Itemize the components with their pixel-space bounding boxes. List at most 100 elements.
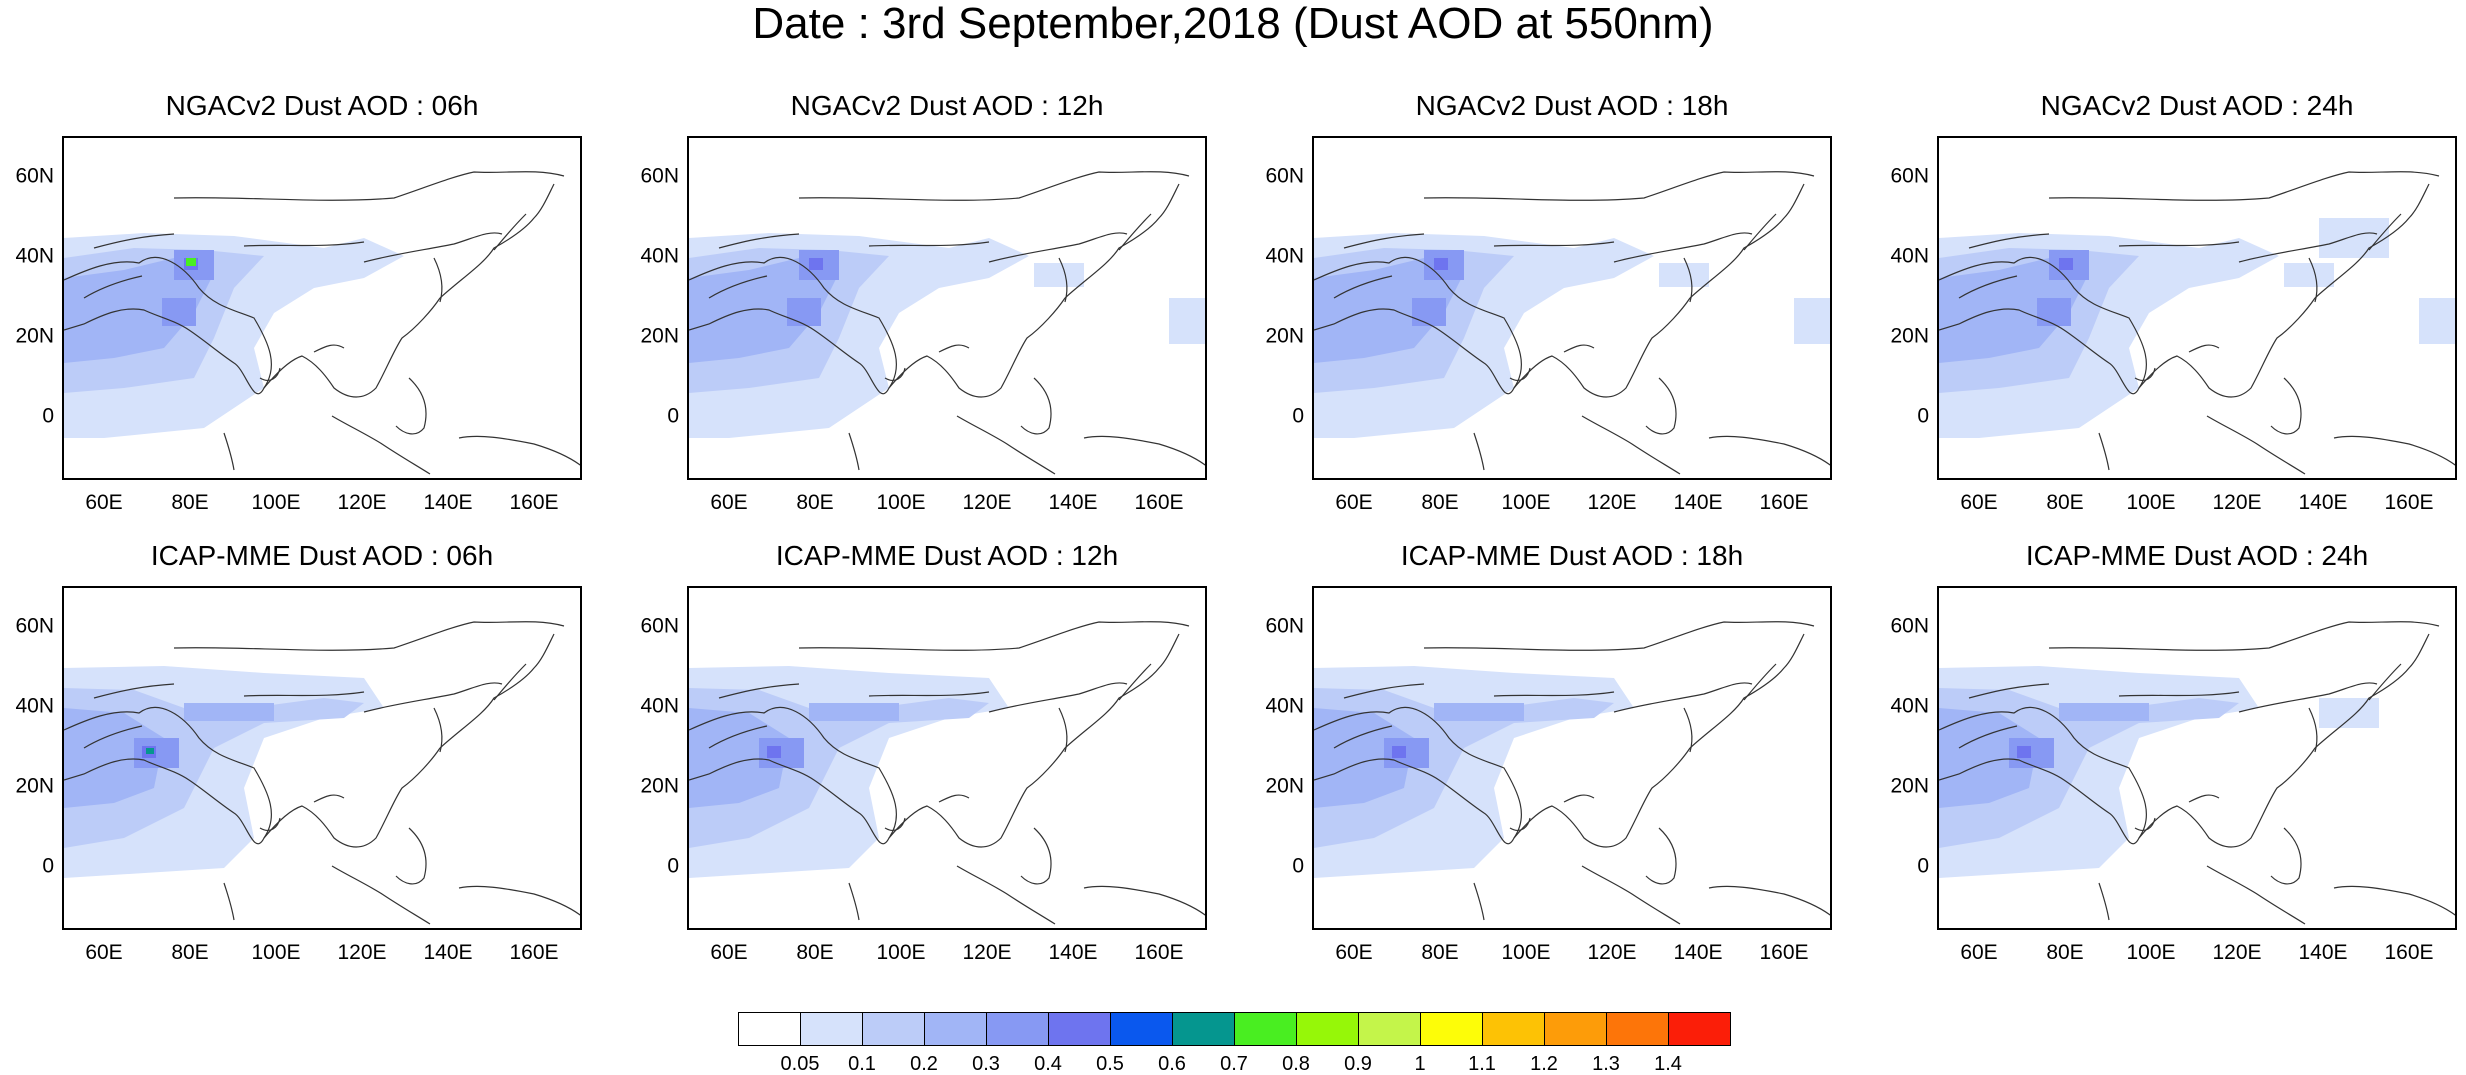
panel-title: NGACv2 Dust AOD : 18h <box>1415 90 1729 121</box>
colorbar-label: 0.2 <box>910 1053 938 1075</box>
lon-tick-label: 80E <box>1421 941 1459 964</box>
lon-tick-label: 60E <box>710 941 748 964</box>
dust-aod-map <box>687 136 1207 480</box>
lat-tick-label: 20N <box>15 774 54 798</box>
map-canvas <box>689 171 1205 475</box>
lat-tick-label: 20N <box>1265 774 1304 798</box>
lat-tick-label: 20N <box>15 324 54 348</box>
lon-tick-label: 60E <box>710 491 748 514</box>
lon-tick-label: 120E <box>962 941 1012 964</box>
colorbar-label: 0.4 <box>1034 1053 1062 1075</box>
coastlines <box>64 171 580 475</box>
coastlines <box>1314 621 1830 925</box>
colorbar-label: 0.5 <box>1096 1053 1124 1075</box>
lon-tick-label: 140E <box>2298 491 2348 514</box>
colorbar-label: 1.2 <box>1530 1053 1558 1075</box>
lat-tick-label: 40N <box>15 694 54 718</box>
lon-tick-label: 160E <box>1134 491 1184 514</box>
lat-tick-label: 0 <box>1917 854 1929 878</box>
coastlines <box>689 171 1205 475</box>
lon-tick-label: 120E <box>2212 941 2262 964</box>
dust-aod-map <box>62 586 582 930</box>
colorbar-swatch <box>1606 1012 1669 1046</box>
lon-tick-label: 100E <box>251 941 301 964</box>
lon-tick-label: 160E <box>2384 491 2434 514</box>
colorbar-label: 1.1 <box>1468 1053 1496 1075</box>
panel-title: NGACv2 Dust AOD : 12h <box>790 90 1104 121</box>
map-canvas <box>64 621 580 925</box>
map-canvas <box>1939 171 2455 475</box>
aod-field <box>1314 666 1634 878</box>
lon-tick-label: 60E <box>1960 491 1998 514</box>
dust-aod-map <box>1937 136 2457 480</box>
aod-field <box>1939 218 2455 438</box>
lat-tick-label: 0 <box>42 854 54 878</box>
colorbar-label: 0.7 <box>1220 1053 1248 1075</box>
colorbar-label: 0.9 <box>1344 1053 1372 1075</box>
lat-tick-label: 60N <box>640 614 679 638</box>
panel-title: ICAP-MME Dust AOD : 06h <box>150 540 494 571</box>
lon-tick-label: 60E <box>85 491 123 514</box>
lon-tick-label: 120E <box>337 941 387 964</box>
dust-aod-map <box>687 586 1207 930</box>
lat-tick-label: 20N <box>1265 324 1304 348</box>
aod-field <box>689 233 1205 438</box>
lat-tick-label: 40N <box>640 244 679 268</box>
colorbar-label: 0.05 <box>780 1053 820 1075</box>
colorbar-label: 1.4 <box>1654 1053 1682 1075</box>
dust-aod-map <box>62 136 582 480</box>
lon-tick-label: 120E <box>337 491 387 514</box>
map-canvas <box>64 171 580 475</box>
coastlines <box>1939 171 2455 475</box>
lon-tick-label: 160E <box>1759 491 1809 514</box>
colorbar-label: 0.1 <box>848 1053 876 1075</box>
dust-aod-map <box>1312 586 1832 930</box>
coastlines <box>689 621 1205 925</box>
lat-tick-label: 40N <box>1265 694 1304 718</box>
colorbar-label: 1.3 <box>1592 1053 1620 1075</box>
coastlines <box>64 621 580 925</box>
lon-tick-label: 80E <box>2046 941 2084 964</box>
figure-title: Date : 3rd September,2018 (Dust AOD at 5… <box>752 0 1714 48</box>
lat-tick-label: 60N <box>15 614 54 638</box>
lon-tick-label: 160E <box>1759 941 1809 964</box>
lat-tick-label: 40N <box>1265 244 1304 268</box>
lon-tick-label: 140E <box>2298 941 2348 964</box>
lon-tick-label: 140E <box>1673 941 1723 964</box>
lon-tick-label: 60E <box>1335 941 1373 964</box>
colorbar-label: 0.6 <box>1158 1053 1186 1075</box>
lon-tick-label: 100E <box>1501 941 1551 964</box>
colorbar-swatch <box>1482 1012 1545 1046</box>
colorbar-swatch <box>738 1012 801 1046</box>
lon-tick-label: 120E <box>1587 491 1637 514</box>
aod-field <box>1314 233 1830 438</box>
lat-tick-label: 20N <box>1890 774 1929 798</box>
lat-tick-label: 0 <box>1292 854 1304 878</box>
lon-tick-label: 100E <box>2126 941 2176 964</box>
lon-tick-label: 120E <box>1587 941 1637 964</box>
panel-title: ICAP-MME Dust AOD : 24h <box>2025 540 2369 571</box>
dust-aod-map <box>1937 586 2457 930</box>
lat-tick-label: 60N <box>1890 164 1929 188</box>
lat-tick-label: 60N <box>640 164 679 188</box>
lon-tick-label: 100E <box>876 941 926 964</box>
lon-tick-label: 60E <box>1960 941 1998 964</box>
aod-field <box>689 666 1009 878</box>
lon-tick-label: 100E <box>251 491 301 514</box>
lat-tick-label: 20N <box>640 774 679 798</box>
colorbar-label: 0.8 <box>1282 1053 1310 1075</box>
lon-tick-label: 60E <box>85 941 123 964</box>
colorbar-swatch <box>1234 1012 1297 1046</box>
lon-tick-label: 140E <box>1048 491 1098 514</box>
lon-tick-label: 160E <box>509 491 559 514</box>
map-canvas <box>1314 621 1830 925</box>
coastlines <box>1314 171 1830 475</box>
map-canvas <box>689 621 1205 925</box>
lat-tick-label: 60N <box>15 164 54 188</box>
lon-tick-label: 140E <box>423 941 473 964</box>
dust-aod-map <box>1312 136 1832 480</box>
colorbar-label: 0.3 <box>972 1053 1000 1075</box>
lat-tick-label: 60N <box>1265 164 1304 188</box>
map-canvas <box>1939 621 2455 925</box>
colorbar-swatch <box>1358 1012 1421 1046</box>
